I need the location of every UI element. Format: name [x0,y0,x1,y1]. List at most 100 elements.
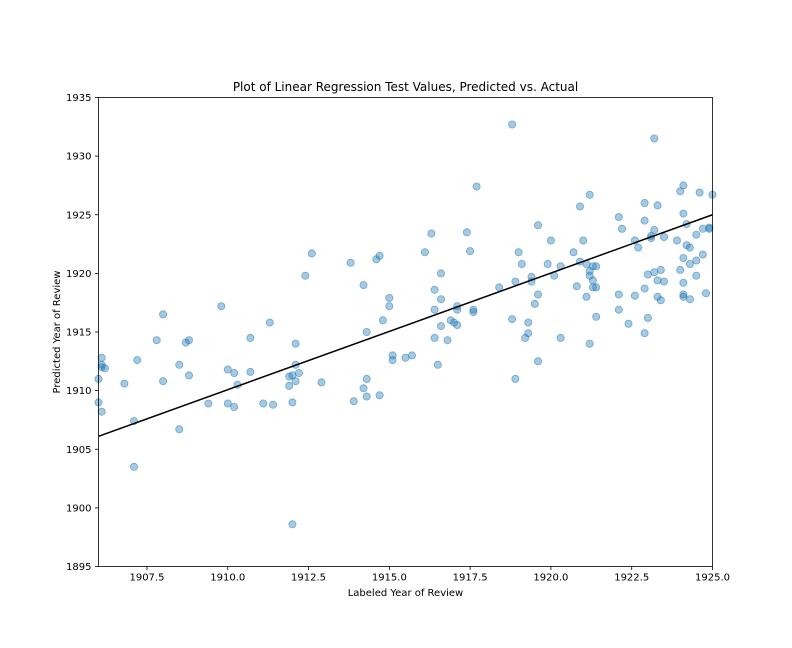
y-tick-label: 1900 [66,503,91,514]
data-point [679,254,688,263]
data-point [592,283,601,292]
data-point [469,308,478,317]
data-point [301,271,310,280]
data-point [679,181,688,190]
data-point [524,318,533,327]
data-point [120,379,129,388]
y-tick-label: 1925 [66,210,91,221]
data-point [385,293,394,302]
data-point [546,236,555,245]
data-point [576,202,585,211]
x-tick-label: 1922.5 [614,573,649,584]
x-tick-label: 1910.0 [210,573,245,584]
data-point [614,213,623,222]
data-point [588,276,597,285]
data-point [472,182,481,191]
data-point [97,353,106,362]
data-point [579,236,588,245]
data-point [436,322,445,331]
data-point [656,296,665,305]
data-point [175,425,184,434]
data-point [660,277,669,286]
data-point [511,374,520,383]
data-point [159,310,168,319]
data-point [159,377,168,386]
data-point [362,374,371,383]
data-point [388,356,397,365]
data-point [660,232,669,241]
data-point [407,351,416,360]
data-point [495,283,504,292]
data-point [514,248,523,257]
x-tick-label: 1912.5 [291,573,326,584]
data-point [288,520,297,529]
data-point [462,228,471,237]
data-point [640,284,649,293]
data-point [223,365,232,374]
data-point [592,312,601,321]
data-point [679,209,688,218]
data-point [97,363,106,372]
data-point [291,377,300,386]
data-point [291,339,300,348]
y-tick-label: 1920 [66,269,91,280]
data-point [534,357,543,366]
data-point [430,305,439,314]
data-point [97,407,106,416]
data-point [375,251,384,260]
data-point [569,248,578,257]
data-point [307,249,316,258]
data-point [582,292,591,301]
data-point [204,399,213,408]
data-point [466,247,475,256]
regression-line [98,214,713,438]
data-point [259,399,268,408]
data-point [650,225,659,234]
plot-frame [98,97,713,567]
x-tick-label: 1915.0 [372,573,407,584]
y-axis-ticks: 1895 1900 1905 1910 1915 1920 1925 1930 1935 [66,93,99,573]
x-tick-label: 1920.0 [533,573,568,584]
data-point [572,282,581,291]
y-tick-label: 1895 [66,562,91,573]
data-point [133,356,142,365]
data-point [695,188,704,197]
y-tick-label: 1930 [66,152,91,163]
data-point [511,277,520,286]
data-point [378,316,387,325]
x-tick-label: 1917.5 [453,573,488,584]
data-point [175,360,184,369]
data-point [640,216,649,225]
data-point [618,224,627,233]
data-point [702,289,711,298]
data-point [685,259,694,268]
data-point [524,329,533,338]
data-point [630,291,639,300]
data-point [427,229,436,238]
data-point [433,360,442,369]
data-point [653,201,662,210]
data-point [530,299,539,308]
data-point [543,259,552,268]
x-axis-ticks: 1907.5 1910.0 1912.5 1915.0 1917.5 1920.0 1922… [129,566,730,584]
data-point [634,243,643,252]
data-point [184,371,193,380]
data-point [705,223,714,232]
data-point [698,224,707,233]
data-point [375,391,384,400]
data-point [230,368,239,377]
data-point [592,262,601,271]
data-point [534,290,543,299]
data-point [359,281,368,290]
data-point [676,265,685,274]
data-point [217,302,226,311]
data-point [285,381,294,390]
data-point [624,319,633,328]
data-point [650,134,659,143]
y-tick-label: 1910 [66,386,91,397]
data-point [692,256,701,265]
x-axis-label: Labeled Year of Review [348,588,464,599]
data-point [508,120,517,129]
data-point [614,305,623,314]
data-point [556,333,565,342]
